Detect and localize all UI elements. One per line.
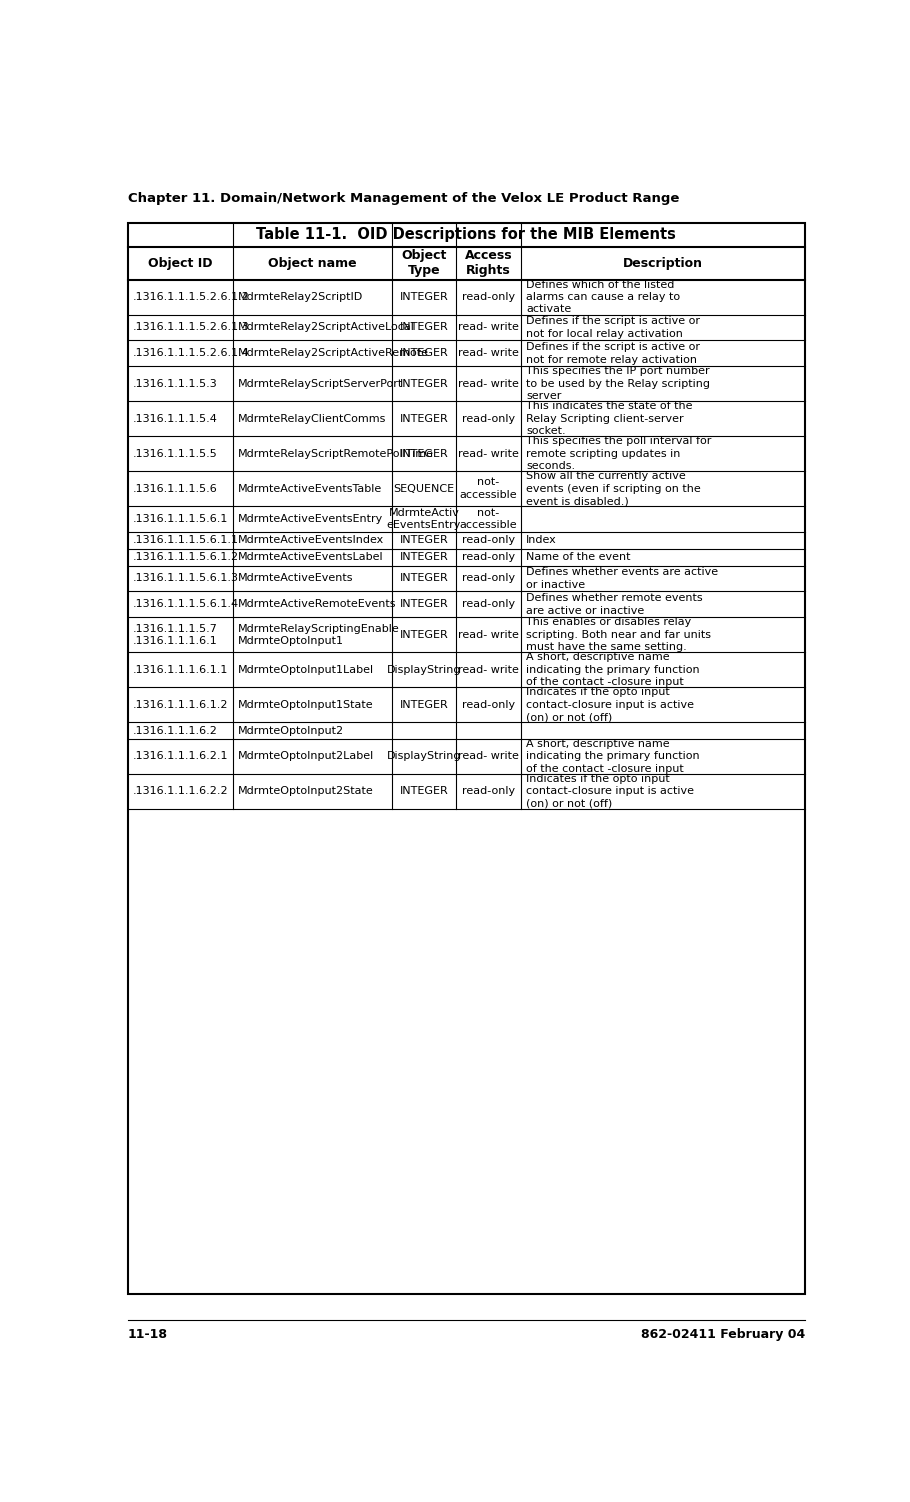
Text: MdrmteRelayScriptServerPort: MdrmteRelayScriptServerPort bbox=[238, 379, 403, 389]
Text: Table 11-1.  OID Descriptions for the MIB Elements: Table 11-1. OID Descriptions for the MIB… bbox=[257, 227, 676, 242]
Text: read-only: read-only bbox=[462, 291, 515, 302]
Text: .1316.1.1.1.5.6.1.2: .1316.1.1.1.5.6.1.2 bbox=[133, 553, 239, 562]
Text: MdrmteOptoInput1Label: MdrmteOptoInput1Label bbox=[238, 665, 374, 674]
Text: Object
Type: Object Type bbox=[401, 249, 447, 278]
Text: This indicates the state of the
Relay Scripting client-server
socket.: This indicates the state of the Relay Sc… bbox=[526, 401, 693, 436]
Text: .1316.1.1.1.5.2.6.1.3: .1316.1.1.1.5.2.6.1.3 bbox=[133, 323, 250, 332]
Text: INTEGER: INTEGER bbox=[399, 413, 449, 424]
Text: MdrmteActiveEventsTable: MdrmteActiveEventsTable bbox=[238, 484, 382, 494]
Text: INTEGER: INTEGER bbox=[399, 348, 449, 359]
Text: This specifies the IP port number
to be used by the Relay scripting
server: This specifies the IP port number to be … bbox=[526, 366, 710, 401]
Text: .1316.1.1.1.5.5: .1316.1.1.1.5.5 bbox=[133, 449, 217, 458]
Text: A short, descriptive name
indicating the primary function
of the contact -closur: A short, descriptive name indicating the… bbox=[526, 739, 700, 774]
Text: not-
accessible: not- accessible bbox=[460, 478, 517, 500]
Text: .1316.1.1.1.6.2.2: .1316.1.1.1.6.2.2 bbox=[133, 787, 228, 796]
Text: Defines if the script is active or
not for local relay activation: Defines if the script is active or not f… bbox=[526, 317, 700, 338]
Text: not-
accessible: not- accessible bbox=[460, 508, 517, 530]
Text: Object name: Object name bbox=[268, 257, 357, 270]
Text: MdrmteOptoInput2State: MdrmteOptoInput2State bbox=[238, 787, 374, 796]
Text: DisplayString: DisplayString bbox=[387, 665, 461, 674]
Text: Defines whether remote events
are active or inactive: Defines whether remote events are active… bbox=[526, 593, 703, 616]
Text: This enables or disables relay
scripting. Both near and far units
must have the : This enables or disables relay scripting… bbox=[526, 617, 711, 652]
Text: MdrmteActiveEventsLabel: MdrmteActiveEventsLabel bbox=[238, 553, 384, 562]
Text: .1316.1.1.1.6.2.1: .1316.1.1.1.6.2.1 bbox=[133, 751, 228, 762]
Text: read-only: read-only bbox=[462, 700, 515, 709]
Text: INTEGER: INTEGER bbox=[399, 535, 449, 545]
Text: MdrmteActiveRemoteEvents: MdrmteActiveRemoteEvents bbox=[238, 599, 397, 610]
Text: .1316.1.1.1.5.6.1.1: .1316.1.1.1.5.6.1.1 bbox=[133, 535, 239, 545]
Text: read- write: read- write bbox=[458, 629, 519, 640]
Text: read- write: read- write bbox=[458, 379, 519, 389]
Text: MdrmteActiv
eEventsEntry: MdrmteActiv eEventsEntry bbox=[387, 508, 461, 530]
Text: read- write: read- write bbox=[458, 348, 519, 359]
Text: .1316.1.1.1.5.6.1: .1316.1.1.1.5.6.1 bbox=[133, 514, 228, 524]
Text: MdrmteOptoInput2Label: MdrmteOptoInput2Label bbox=[238, 751, 374, 762]
Text: .1316.1.1.1.5.3: .1316.1.1.1.5.3 bbox=[133, 379, 217, 389]
Text: .1316.1.1.1.6.1.1: .1316.1.1.1.6.1.1 bbox=[133, 665, 228, 674]
Text: MdrmteRelayScriptRemotePollTime: MdrmteRelayScriptRemotePollTime bbox=[238, 449, 434, 458]
Text: read-only: read-only bbox=[462, 413, 515, 424]
Text: MdrmteRelayClientComms: MdrmteRelayClientComms bbox=[238, 413, 387, 424]
Text: .1316.1.1.1.5.4: .1316.1.1.1.5.4 bbox=[133, 413, 218, 424]
Text: INTEGER: INTEGER bbox=[399, 787, 449, 796]
Text: read-only: read-only bbox=[462, 787, 515, 796]
Text: Show all the currently active
events (even if scripting on the
event is disabled: Show all the currently active events (ev… bbox=[526, 472, 701, 506]
Text: .1316.1.1.1.5.6.1.3: .1316.1.1.1.5.6.1.3 bbox=[133, 574, 239, 583]
Text: .1316.1.1.1.6.1.2: .1316.1.1.1.6.1.2 bbox=[133, 700, 228, 709]
Text: MdrmteRelayScriptingEnable
MdrmteOptoInput1: MdrmteRelayScriptingEnable MdrmteOptoInp… bbox=[238, 623, 399, 646]
Text: 11-18: 11-18 bbox=[127, 1328, 167, 1341]
Text: Defines whether events are active
or inactive: Defines whether events are active or ina… bbox=[526, 568, 718, 590]
Text: Name of the event: Name of the event bbox=[526, 553, 631, 562]
Text: Indicates if the opto input
contact-closure input is active
(on) or not (off): Indicates if the opto input contact-clos… bbox=[526, 774, 694, 808]
Text: read- write: read- write bbox=[458, 323, 519, 332]
Text: read-only: read-only bbox=[462, 553, 515, 562]
Text: INTEGER: INTEGER bbox=[399, 629, 449, 640]
Text: MdrmteActiveEventsEntry: MdrmteActiveEventsEntry bbox=[238, 514, 383, 524]
Text: This specifies the poll interval for
remote scripting updates in
seconds.: This specifies the poll interval for rem… bbox=[526, 436, 712, 472]
Text: .1316.1.1.1.5.6.1.4: .1316.1.1.1.5.6.1.4 bbox=[133, 599, 239, 610]
Text: INTEGER: INTEGER bbox=[399, 700, 449, 709]
Text: INTEGER: INTEGER bbox=[399, 553, 449, 562]
Text: read- write: read- write bbox=[458, 751, 519, 762]
Text: MdrmteRelay2ScriptActiveRemote: MdrmteRelay2ScriptActiveRemote bbox=[238, 348, 430, 359]
Text: Defines if the script is active or
not for remote relay activation: Defines if the script is active or not f… bbox=[526, 342, 700, 365]
Text: .1316.1.1.1.5.7
.1316.1.1.1.6.1: .1316.1.1.1.5.7 .1316.1.1.1.6.1 bbox=[133, 623, 218, 646]
Text: Chapter 11. Domain/Network Management of the Velox LE Product Range: Chapter 11. Domain/Network Management of… bbox=[127, 192, 679, 204]
Text: Access
Rights: Access Rights bbox=[465, 249, 512, 278]
Text: INTEGER: INTEGER bbox=[399, 574, 449, 583]
Text: INTEGER: INTEGER bbox=[399, 599, 449, 610]
Text: read- write: read- write bbox=[458, 449, 519, 458]
Text: read-only: read-only bbox=[462, 574, 515, 583]
Text: INTEGER: INTEGER bbox=[399, 323, 449, 332]
Text: read-only: read-only bbox=[462, 535, 515, 545]
Text: read-only: read-only bbox=[462, 599, 515, 610]
Text: .1316.1.1.1.6.2: .1316.1.1.1.6.2 bbox=[133, 725, 218, 736]
Text: INTEGER: INTEGER bbox=[399, 379, 449, 389]
Text: SEQUENCE: SEQUENCE bbox=[393, 484, 455, 494]
Text: .1316.1.1.1.5.2.6.1.2: .1316.1.1.1.5.2.6.1.2 bbox=[133, 291, 250, 302]
Text: MdrmteOptoInput1State: MdrmteOptoInput1State bbox=[238, 700, 374, 709]
Text: INTEGER: INTEGER bbox=[399, 449, 449, 458]
Text: MdrmteActiveEventsIndex: MdrmteActiveEventsIndex bbox=[238, 535, 384, 545]
Text: MdrmteRelay2ScriptID: MdrmteRelay2ScriptID bbox=[238, 291, 363, 302]
Text: Object ID: Object ID bbox=[148, 257, 212, 270]
Text: .1316.1.1.1.5.2.6.1.4: .1316.1.1.1.5.2.6.1.4 bbox=[133, 348, 250, 359]
Text: .1316.1.1.1.5.6: .1316.1.1.1.5.6 bbox=[133, 484, 217, 494]
Text: 862-02411 February 04: 862-02411 February 04 bbox=[641, 1328, 805, 1341]
Text: Description: Description bbox=[622, 257, 703, 270]
Text: read- write: read- write bbox=[458, 665, 519, 674]
Text: Indicates if the opto input
contact-closure input is active
(on) or not (off): Indicates if the opto input contact-clos… bbox=[526, 688, 694, 722]
Text: Index: Index bbox=[526, 535, 557, 545]
Text: A short, descriptive name
indicating the primary function
of the contact -closur: A short, descriptive name indicating the… bbox=[526, 652, 700, 686]
Text: INTEGER: INTEGER bbox=[399, 291, 449, 302]
Text: MdrmteRelay2ScriptActiveLocal: MdrmteRelay2ScriptActiveLocal bbox=[238, 323, 415, 332]
Text: Defines which of the listed
alarms can cause a relay to
activate: Defines which of the listed alarms can c… bbox=[526, 279, 680, 314]
Text: DisplayString: DisplayString bbox=[387, 751, 461, 762]
Text: MdrmteActiveEvents: MdrmteActiveEvents bbox=[238, 574, 354, 583]
Text: MdrmteOptoInput2: MdrmteOptoInput2 bbox=[238, 725, 344, 736]
